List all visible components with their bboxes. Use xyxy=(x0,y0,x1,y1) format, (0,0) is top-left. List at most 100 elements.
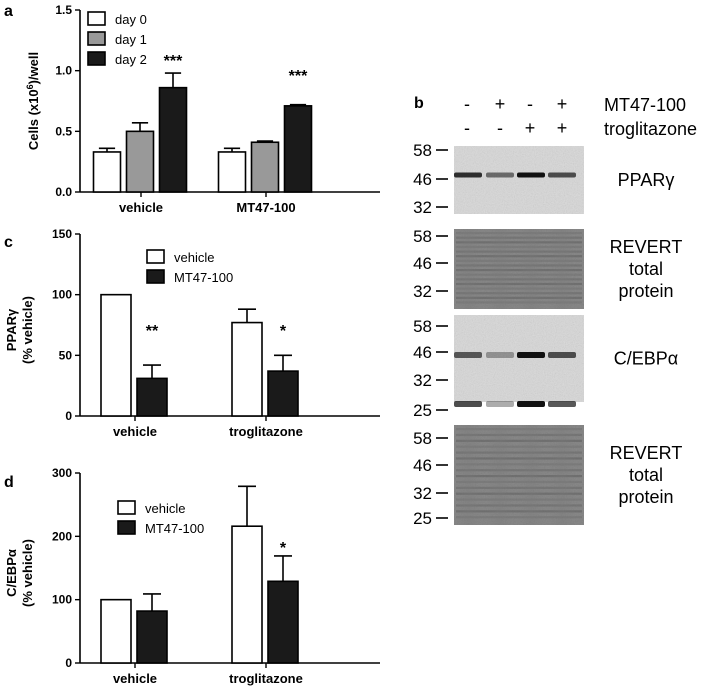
mw-marker-label: 32 xyxy=(413,198,432,217)
y-tick-label: 1.5 xyxy=(55,3,72,17)
y-axis-title-sub: (% vehicle) xyxy=(20,539,35,607)
y-tick-label: 150 xyxy=(52,227,72,241)
y-axis-label: Cells (x106)/well xyxy=(25,52,41,150)
x-category-label: MT47-100 xyxy=(236,200,295,215)
y-tick-label: 300 xyxy=(52,466,72,480)
significance-marker: *** xyxy=(164,53,183,70)
panel-label-a: a xyxy=(4,3,13,20)
mw-marker-label: 25 xyxy=(413,509,432,528)
y-tick-label: 200 xyxy=(52,529,72,543)
y-tick-label: 100 xyxy=(52,593,72,607)
treatment-label: troglitazone xyxy=(604,119,697,139)
legend-swatch xyxy=(87,51,106,66)
chart-a: 0.0 0.5 1.0 1.5 vehicle MT47-100 *** *** day 0 da… xyxy=(25,3,380,215)
bar xyxy=(136,377,168,417)
blot-lane xyxy=(487,229,513,309)
mw-marker-label: 32 xyxy=(413,371,432,390)
treatment-sign: + xyxy=(557,118,568,138)
x-category-label: vehicle xyxy=(113,424,157,439)
blot-label: REVERT xyxy=(610,237,683,257)
protein-band xyxy=(486,401,514,407)
y-tick-label: 0 xyxy=(65,656,72,670)
treatment-sign: - xyxy=(464,94,470,114)
blot-label: protein xyxy=(618,281,673,301)
blot-background xyxy=(454,315,584,402)
y-axis-title-sub: (% vehicle) xyxy=(20,296,35,364)
bar xyxy=(158,86,188,193)
legend-swatch xyxy=(146,249,165,264)
mw-marker-label: 58 xyxy=(413,227,432,246)
treatment-sign: + xyxy=(495,94,506,114)
mw-marker-label: 32 xyxy=(413,484,432,503)
blot-background xyxy=(454,146,584,214)
legend-swatch xyxy=(87,31,106,46)
legend-swatch xyxy=(117,500,136,515)
legend-label: MT47-100 xyxy=(174,270,233,285)
blot-image xyxy=(454,229,584,309)
y-axis-title-tail: )/well xyxy=(26,52,41,85)
blot-lane xyxy=(518,229,544,309)
treatment-sign: - xyxy=(497,118,503,138)
bar xyxy=(267,370,299,417)
blot-label: protein xyxy=(618,487,673,507)
protein-band xyxy=(548,352,576,358)
protein-band xyxy=(454,172,482,178)
bar xyxy=(231,321,263,417)
legend-label: MT47-100 xyxy=(145,521,204,536)
y-axis-title-sup: 6 xyxy=(25,84,35,89)
protein-band xyxy=(548,172,576,178)
bar xyxy=(283,105,313,193)
blot-lane xyxy=(455,425,481,525)
bar xyxy=(231,525,263,664)
y-axis-label: PPARγ (% vehicle) xyxy=(4,296,35,364)
bar xyxy=(217,151,247,193)
legend-label: day 2 xyxy=(115,52,147,67)
protein-band xyxy=(548,401,576,407)
x-category-label: troglitazone xyxy=(229,424,303,439)
x-category-label: vehicle xyxy=(113,671,157,686)
treatment-sign: + xyxy=(525,118,536,138)
blot-label: C/EBPα xyxy=(614,349,678,369)
bar xyxy=(92,151,122,193)
blot-image xyxy=(454,425,584,525)
bar xyxy=(250,141,280,193)
treatment-sign: - xyxy=(464,118,470,138)
blot-label: total xyxy=(629,259,663,279)
bar xyxy=(125,130,155,193)
legend-label: day 1 xyxy=(115,32,147,47)
mw-marker-label: 32 xyxy=(413,282,432,301)
legend-swatch xyxy=(87,11,106,26)
protein-band xyxy=(454,352,482,358)
protein-band xyxy=(486,172,514,178)
legend-label: vehicle xyxy=(145,501,185,516)
bar xyxy=(267,580,299,664)
y-tick-label: 100 xyxy=(52,288,72,302)
blot-label: PPARγ xyxy=(618,170,675,190)
y-tick-label: 0.0 xyxy=(55,185,72,199)
mw-marker-label: 46 xyxy=(413,456,432,475)
panel-label-b: b xyxy=(414,95,424,112)
y-tick-label: 0.5 xyxy=(55,124,72,138)
treatment-sign: + xyxy=(557,94,568,114)
y-axis-label: C/EBPα (% vehicle) xyxy=(4,539,35,607)
significance-marker: ** xyxy=(146,323,159,340)
legend-label: day 0 xyxy=(115,12,147,27)
blot-lane xyxy=(549,425,575,525)
y-axis-title-main: Cells (x10 xyxy=(26,89,41,150)
bar xyxy=(136,610,168,664)
mw-marker-label: 58 xyxy=(413,141,432,160)
blot-lane xyxy=(549,229,575,309)
blot-lane xyxy=(455,229,481,309)
treatment-label: MT47-100 xyxy=(604,95,686,115)
legend-swatch xyxy=(117,520,136,535)
protein-band xyxy=(486,352,514,358)
mw-marker-label: 58 xyxy=(413,317,432,336)
y-tick-label: 0 xyxy=(65,409,72,423)
mw-marker-label: 46 xyxy=(413,170,432,189)
x-category-label: troglitazone xyxy=(229,671,303,686)
blot-label: total xyxy=(629,465,663,485)
mw-marker-label: 58 xyxy=(413,429,432,448)
blot-image xyxy=(454,315,584,407)
protein-band xyxy=(454,401,482,407)
